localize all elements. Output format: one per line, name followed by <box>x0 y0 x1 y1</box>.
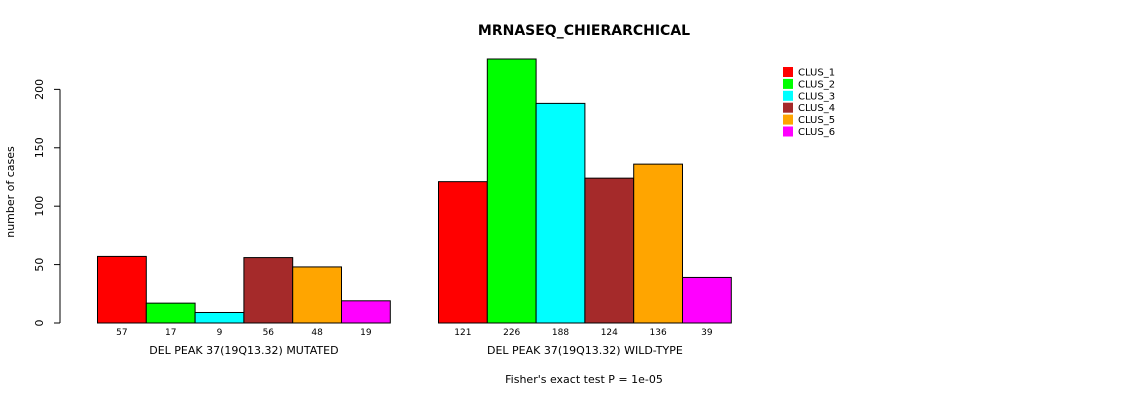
group-label-2: DEL PEAK 37(19Q13.32) WILD-TYPE <box>487 344 683 357</box>
bar-clus5-group1 <box>292 266 343 324</box>
bar-count-label: 48 <box>311 328 323 338</box>
count-labels: 57 17 9 56 48 19 121 226 188 124 136 39 <box>116 328 713 338</box>
bars <box>97 58 732 324</box>
footnote: Fisher's exact test P = 1e-05 <box>505 373 663 386</box>
group-labels: DEL PEAK 37(19Q13.32) MUTATED DEL PEAK 37… <box>149 344 683 357</box>
bar-clus1-group2 <box>438 181 488 324</box>
bar-count-label: 17 <box>165 328 176 338</box>
bar-clus6-group2 <box>682 276 732 324</box>
y-tick-label: 100 <box>33 196 46 217</box>
bar-clus3-group2 <box>535 102 586 324</box>
y-tick-label: 200 <box>33 79 46 100</box>
bar-count-label: 9 <box>217 328 223 338</box>
bar-clus6-group1 <box>341 300 391 324</box>
bar-clus2-group1 <box>145 302 196 324</box>
legend-swatch-clus1 <box>783 67 793 77</box>
bar-clus4-group1 <box>243 257 294 324</box>
legend-swatch-clus6 <box>783 126 793 137</box>
chart-title: MRNASEQ_CHIERARCHICAL <box>478 23 690 39</box>
bar-count-label: 121 <box>454 328 471 338</box>
y-tick-label: 150 <box>33 137 46 158</box>
bar-count-label: 57 <box>116 328 127 338</box>
legend-swatch-clus2 <box>783 78 793 89</box>
legend-swatch-clus4 <box>783 102 793 113</box>
y-axis: 0 50 100 150 200 <box>33 79 61 327</box>
y-axis-label: number of cases <box>4 146 17 238</box>
legend-label: CLUS_2 <box>798 79 835 90</box>
y-tick-label: 50 <box>33 258 46 272</box>
bar-count-label: 124 <box>601 328 618 338</box>
bar-clus5-group2 <box>633 163 684 324</box>
bar-count-label: 188 <box>552 328 569 338</box>
legend-label: CLUS_1 <box>798 68 835 79</box>
legend-label: CLUS_4 <box>798 103 835 114</box>
bar-count-label: 39 <box>701 328 713 338</box>
bar-clus3-group1 <box>194 311 245 324</box>
bar-count-label: 19 <box>360 328 372 338</box>
legend-label: CLUS_3 <box>798 91 835 102</box>
bar-clus1-group1 <box>97 255 147 324</box>
bar-clus4-group2 <box>584 177 635 324</box>
legend-label: CLUS_5 <box>798 115 835 126</box>
bar-count-label: 56 <box>263 328 275 338</box>
bar-clus2-group2 <box>486 58 537 324</box>
legend-swatch-clus3 <box>783 90 793 101</box>
legend-label: CLUS_6 <box>798 127 835 138</box>
bar-count-label: 226 <box>503 328 520 338</box>
y-tick-label: 0 <box>33 320 46 327</box>
legend-swatch-clus5 <box>783 114 793 125</box>
bar-count-label: 136 <box>650 328 667 338</box>
group-label-1: DEL PEAK 37(19Q13.32) MUTATED <box>149 344 338 357</box>
